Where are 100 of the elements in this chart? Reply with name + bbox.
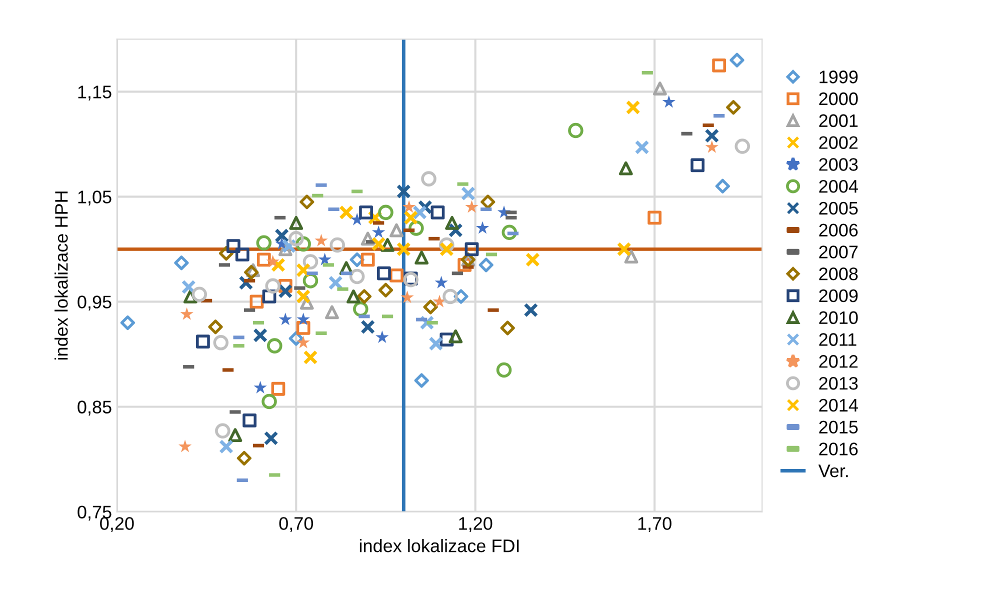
x-tick-label: 1,20 [459, 517, 492, 532]
point [626, 100, 640, 115]
point [339, 261, 354, 276]
legend-label: 2009 [819, 289, 858, 302]
legend-label: Ver. [818, 464, 848, 478]
legend-label: 2003 [819, 158, 858, 171]
point [715, 178, 730, 194]
legend-label: 2002 [819, 136, 858, 149]
point [704, 128, 720, 144]
point [208, 320, 223, 334]
point [480, 194, 496, 210]
point [360, 320, 376, 334]
point [434, 276, 448, 288]
point [378, 282, 394, 298]
point [181, 280, 196, 294]
point [235, 248, 250, 262]
point [296, 321, 310, 335]
point [288, 231, 304, 246]
point [288, 331, 304, 346]
x-tick-label: 0,70 [279, 517, 314, 532]
point [376, 330, 389, 344]
point [218, 439, 234, 454]
point [353, 301, 368, 317]
point [180, 307, 194, 320]
point [372, 225, 386, 238]
point [356, 289, 372, 304]
point [267, 338, 282, 354]
point [346, 290, 360, 304]
point [396, 242, 411, 256]
point [296, 289, 311, 304]
point [302, 273, 318, 288]
point [414, 373, 429, 388]
point [478, 258, 494, 272]
point [289, 216, 304, 230]
legend-label: 2015 [819, 420, 858, 434]
point [423, 300, 438, 314]
point [196, 334, 210, 349]
point [264, 430, 278, 446]
point [302, 254, 318, 270]
point [634, 140, 650, 155]
point [215, 423, 230, 439]
legend-label: 2013 [819, 376, 858, 390]
point [377, 266, 391, 280]
point [568, 122, 584, 138]
point [296, 312, 310, 326]
point [226, 239, 240, 253]
point [726, 100, 741, 115]
point [734, 138, 750, 154]
point [400, 290, 414, 304]
point [250, 294, 264, 309]
point [271, 382, 286, 396]
point [303, 350, 318, 365]
point [428, 336, 444, 352]
point [624, 250, 638, 264]
point [192, 286, 208, 302]
point [360, 252, 375, 267]
point [213, 335, 229, 350]
point [242, 413, 256, 428]
point [712, 58, 726, 72]
legend-label: 2006 [819, 224, 858, 237]
point [404, 210, 418, 225]
legend-label: 2004 [819, 180, 858, 193]
legend-label: 2016 [819, 442, 858, 456]
point [420, 315, 434, 330]
point [262, 394, 277, 410]
point [314, 234, 328, 246]
x-tick-label: 1,70 [638, 517, 672, 532]
point [256, 235, 272, 251]
point [402, 200, 416, 213]
point [380, 238, 394, 252]
legend-label: 2011 [819, 333, 856, 346]
point [236, 450, 252, 466]
point [430, 205, 445, 220]
legend-label: 2007 [819, 246, 858, 258]
point [616, 242, 632, 256]
point [278, 284, 293, 298]
point [465, 200, 478, 213]
point [120, 315, 135, 330]
y-tick-label: 0,95 [78, 296, 112, 311]
point [442, 288, 458, 304]
point [390, 223, 404, 238]
point [421, 171, 436, 186]
legend-label: 2005 [819, 202, 858, 215]
point [300, 194, 314, 210]
point [448, 329, 463, 344]
legend-label: 1999 [820, 70, 858, 84]
point [296, 262, 311, 278]
legend-label: 2012 [819, 355, 858, 368]
legend-label: 2008 [819, 268, 858, 280]
point [705, 140, 719, 153]
y-tick-label: 1,05 [78, 190, 112, 206]
point [408, 220, 424, 236]
point [476, 221, 490, 234]
point [496, 362, 512, 378]
point [662, 95, 676, 108]
point [445, 216, 459, 230]
point [412, 205, 428, 220]
point [378, 204, 394, 220]
point [371, 236, 386, 252]
point [253, 328, 268, 343]
